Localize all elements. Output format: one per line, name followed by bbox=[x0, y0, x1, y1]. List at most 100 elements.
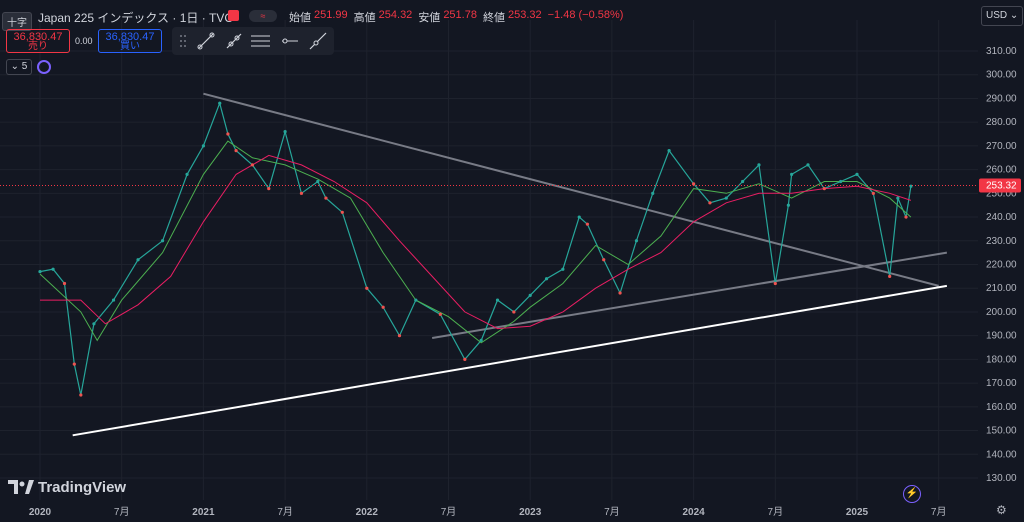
compare-toggle[interactable]: ≈ bbox=[249, 10, 277, 22]
fast-ma-line[interactable] bbox=[39, 140, 912, 344]
price-point[interactable] bbox=[495, 298, 500, 302]
price-point[interactable] bbox=[51, 267, 55, 271]
price-point[interactable] bbox=[218, 101, 222, 105]
x-tick-label: 7月 bbox=[441, 506, 457, 518]
price-point[interactable] bbox=[692, 182, 696, 186]
price-point[interactable] bbox=[38, 270, 42, 274]
y-tick-label: 310.00 bbox=[986, 46, 1017, 57]
price-point[interactable] bbox=[602, 258, 606, 262]
gear-icon[interactable]: ⚙ bbox=[996, 503, 1007, 517]
price-point[interactable] bbox=[92, 322, 96, 326]
price-point[interactable] bbox=[724, 196, 728, 200]
price-point[interactable] bbox=[839, 179, 843, 184]
horizontal-ray-icon[interactable] bbox=[280, 31, 300, 51]
price-point[interactable] bbox=[111, 298, 116, 302]
price-point[interactable] bbox=[634, 239, 639, 243]
price-point[interactable] bbox=[324, 196, 328, 200]
price-point[interactable] bbox=[528, 293, 532, 297]
price-point[interactable] bbox=[786, 203, 790, 207]
price-point[interactable] bbox=[414, 298, 418, 302]
price-point[interactable] bbox=[806, 163, 810, 167]
price-point[interactable] bbox=[381, 305, 385, 309]
parallel-channel-icon[interactable] bbox=[250, 31, 270, 51]
price-point[interactable] bbox=[512, 310, 516, 314]
price-point[interactable] bbox=[904, 215, 908, 219]
price-point[interactable] bbox=[585, 222, 589, 226]
y-tick-label: 290.00 bbox=[986, 93, 1017, 104]
x-tick-label: 7月 bbox=[931, 506, 947, 518]
x-tick-label: 2024 bbox=[682, 507, 705, 518]
ohlc-close-key: 終値 bbox=[482, 12, 505, 24]
price-point[interactable] bbox=[79, 393, 83, 397]
price-point[interactable] bbox=[340, 210, 344, 214]
symbol-title[interactable]: Japan 225 インデックス · 1日 · TVC bbox=[38, 11, 234, 25]
price-point[interactable] bbox=[667, 149, 671, 153]
ohlc-high-value: 254.32 bbox=[378, 9, 413, 21]
price-point[interactable] bbox=[479, 338, 483, 343]
price-point[interactable] bbox=[365, 286, 369, 290]
drag-handle-icon[interactable] bbox=[178, 31, 198, 51]
price-point[interactable] bbox=[618, 291, 622, 295]
price-point[interactable] bbox=[757, 163, 761, 167]
slow-ma-line[interactable] bbox=[40, 154, 912, 330]
price-point[interactable] bbox=[822, 186, 826, 191]
trendline-3[interactable] bbox=[72, 284, 948, 437]
lightning-icon[interactable]: ⚡ bbox=[903, 485, 921, 503]
price-point[interactable] bbox=[773, 281, 777, 286]
price-point[interactable] bbox=[651, 191, 655, 195]
currency-selector[interactable]: USD ⌄ bbox=[981, 6, 1023, 26]
buy-price: 36,830.47 bbox=[105, 31, 155, 43]
chevron-down-icon: ⌄ bbox=[1007, 10, 1019, 21]
trendline-2[interactable] bbox=[431, 251, 948, 340]
tradingview-logo-icon bbox=[8, 480, 34, 494]
ray-icon[interactable] bbox=[224, 31, 244, 51]
price-point[interactable] bbox=[397, 334, 402, 338]
price-point[interactable] bbox=[185, 172, 189, 176]
ohlc-high-key: 高値 bbox=[353, 12, 376, 24]
price-point[interactable] bbox=[299, 191, 304, 195]
last-price-tag bbox=[979, 178, 1021, 193]
price-point[interactable] bbox=[896, 196, 900, 200]
price-point[interactable] bbox=[855, 172, 859, 176]
flag-icon[interactable] bbox=[228, 10, 239, 21]
y-tick-label: 190.00 bbox=[986, 331, 1017, 342]
price-point[interactable] bbox=[871, 191, 875, 195]
price-point[interactable] bbox=[888, 274, 892, 278]
price-point[interactable] bbox=[72, 362, 76, 366]
indicator-settings-icon[interactable] bbox=[37, 60, 51, 74]
price-point[interactable] bbox=[136, 258, 140, 262]
price-point[interactable] bbox=[909, 184, 913, 188]
price-point[interactable] bbox=[561, 267, 565, 271]
crosshair-badge[interactable]: 十字 bbox=[2, 12, 32, 31]
price-point[interactable] bbox=[250, 163, 255, 167]
price-point[interactable] bbox=[160, 239, 165, 243]
buy-button[interactable]: 36,830.47 買い bbox=[98, 29, 162, 53]
price-point[interactable] bbox=[62, 281, 67, 286]
y-tick-label: 230.00 bbox=[986, 236, 1017, 247]
price-series-line[interactable] bbox=[39, 101, 912, 396]
price-point[interactable] bbox=[283, 130, 287, 134]
sell-button[interactable]: 36,830.47 売り bbox=[6, 29, 70, 53]
price-point[interactable] bbox=[577, 215, 581, 219]
ohlc-close-value: 253.32 bbox=[507, 9, 542, 21]
x-tick-label: 2020 bbox=[29, 507, 52, 518]
y-tick-label: 210.00 bbox=[986, 283, 1017, 294]
drawing-toolbar bbox=[172, 27, 334, 55]
price-point[interactable] bbox=[234, 149, 238, 153]
price-point[interactable] bbox=[226, 132, 230, 136]
price-point[interactable] bbox=[267, 186, 271, 191]
price-point[interactable] bbox=[463, 357, 467, 361]
extended-line-icon[interactable] bbox=[308, 31, 328, 51]
price-point[interactable] bbox=[741, 179, 745, 184]
price-point[interactable] bbox=[438, 312, 442, 316]
price-point[interactable] bbox=[544, 277, 549, 281]
price-point[interactable] bbox=[201, 144, 205, 148]
trendline-1[interactable] bbox=[203, 92, 939, 287]
interval-selector[interactable]: ⌄ 5 bbox=[6, 59, 32, 75]
price-point[interactable] bbox=[316, 179, 320, 184]
trend-line-icon[interactable] bbox=[196, 31, 216, 51]
price-point[interactable] bbox=[790, 172, 794, 176]
y-tick-label: 220.00 bbox=[986, 260, 1017, 271]
price-point[interactable] bbox=[708, 201, 712, 205]
